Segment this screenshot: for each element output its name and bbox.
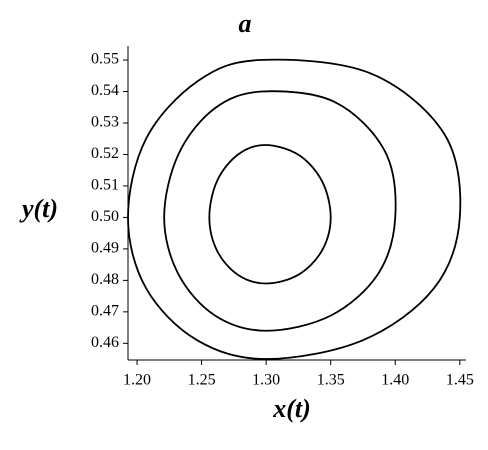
y-tick-label: 0.52: [91, 145, 119, 162]
chart-title: a: [239, 9, 252, 38]
y-tick-label: 0.47: [91, 303, 119, 320]
y-tick-label: 0.53: [91, 114, 119, 131]
y-tick-label: 0.48: [91, 271, 119, 288]
orbit: [208, 144, 332, 285]
y-tick-label: 0.49: [91, 240, 119, 257]
y-tick-label: 0.50: [91, 208, 119, 225]
orbit: [163, 90, 397, 332]
x-axis-label: x(t): [272, 394, 311, 423]
x-tick-label: 1.25: [188, 372, 216, 389]
x-tick-label: 1.30: [252, 372, 280, 389]
y-tick-label: 0.54: [91, 82, 119, 99]
y-tick-label: 0.55: [91, 51, 119, 68]
y-tick-label: 0.51: [91, 177, 119, 194]
orbit: [127, 58, 462, 360]
y-axis-label: y(t): [19, 194, 58, 223]
x-tick-label: 1.35: [317, 372, 345, 389]
x-tick-label: 1.40: [381, 372, 409, 389]
x-tick-label: 1.20: [123, 372, 151, 389]
x-tick-label: 1.45: [446, 372, 474, 389]
y-tick-label: 0.46: [91, 334, 119, 351]
